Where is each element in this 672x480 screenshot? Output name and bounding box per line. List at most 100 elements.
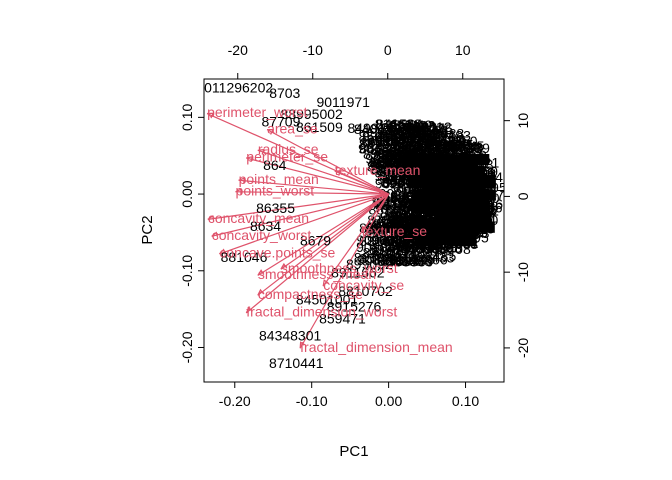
observation-cloud-mark: 896001	[370, 161, 417, 177]
observation-cloud-mark: 912401	[393, 130, 440, 146]
observation-cloud-mark: 901443	[367, 132, 414, 148]
loading-label: smoothness_worst	[281, 260, 398, 276]
observation-cloud-mark: 900198	[369, 233, 416, 249]
observation-cloud-mark: 900271	[427, 138, 474, 154]
loading-arrowhead	[257, 269, 265, 276]
observation-label: 8810702	[338, 283, 393, 299]
observation-cloud-mark: 862464	[373, 212, 420, 228]
right-y-tick-label: -20	[515, 338, 531, 358]
observation-cloud-mark: 835385	[406, 121, 453, 137]
loading-arrowhead	[211, 231, 219, 238]
loading-arrowhead	[361, 225, 368, 233]
loading-arrowhead	[299, 341, 306, 349]
observation-cloud: 8745088860429010998745628753179028428412…	[347, 116, 504, 270]
observation-cloud-mark	[407, 158, 438, 170]
observation-label: 893722	[404, 235, 451, 251]
observation-cloud-mark: 885888	[417, 126, 464, 142]
observation-cloud-mark: 880029	[401, 124, 448, 140]
observation-cloud-mark: 845214	[381, 235, 428, 251]
observation-cloud-mark: 861129	[372, 155, 418, 171]
observation-cloud-mark: 916772	[371, 243, 418, 259]
observation-cloud-mark: 903310	[357, 252, 404, 268]
observation-cloud-mark: 871627	[363, 244, 410, 260]
axes: -0.20 -0.10 0.00 0.10 -0.20 -0.10 0.00 0.10 -20 -…	[179, 42, 531, 409]
observation-cloud-mark: 910794	[431, 138, 478, 154]
loading-arrow	[235, 191, 389, 195]
observation-cloud-mark	[422, 191, 448, 203]
observation-cloud-mark: 862617	[362, 132, 409, 148]
observation-cloud-mark: 892313	[404, 140, 451, 156]
loading-label: fractal_dimension_mean	[300, 339, 453, 355]
y-tick-label: -0.20	[179, 331, 195, 363]
loading-label: points_worst	[236, 182, 315, 198]
observation-cloud-mark: 913524	[382, 136, 429, 152]
observation-cloud-mark: 840410	[417, 131, 464, 147]
loading-arrowhead	[280, 262, 288, 270]
loading-label: radius_se	[258, 141, 319, 157]
loading-label: concave.points_se	[219, 245, 335, 261]
right-y-tick-label: 10	[515, 113, 531, 129]
observation-label: 9011296202	[196, 80, 273, 96]
observation-cloud-mark: 898485	[410, 248, 457, 264]
observation-cloud-mark: 881653	[359, 233, 406, 249]
observation-label: 864	[263, 157, 287, 173]
observation-cloud-mark: 887113	[437, 141, 483, 157]
loading-arrow	[299, 193, 390, 349]
observation-label: 8915276	[327, 298, 382, 314]
observation-cloud-mark: 895052	[375, 132, 422, 148]
observation-label: 87709	[261, 113, 300, 129]
observation-cloud-mark: 899929	[364, 224, 411, 240]
loading-label: smoothness_mean	[258, 266, 376, 282]
loading-label: concavity_mean	[208, 210, 309, 226]
observation-cloud-mark: 896821	[371, 218, 418, 234]
loading-arrowhead	[238, 177, 245, 184]
observation-label: 84348301	[259, 327, 322, 343]
observation-cloud-mark: 889875	[385, 253, 432, 269]
observation-cloud-mark: 852827	[407, 130, 454, 146]
loading-label: perimeter_worst	[207, 104, 307, 120]
loading-arrow	[257, 149, 389, 195]
observation-cloud-mark: 900435	[369, 155, 416, 171]
observation-label: 8911662	[331, 265, 385, 281]
observation-cloud-mark: 857215	[359, 250, 406, 266]
observation-cloud-mark: 901099	[395, 129, 442, 145]
observation-cloud-mark	[427, 205, 460, 216]
observation-cloud-mark	[432, 160, 463, 172]
observation-cloud-mark	[458, 219, 492, 230]
loading-arrow	[334, 170, 389, 195]
loading-arrowhead	[334, 170, 342, 176]
loading-label: concavity_worst	[212, 227, 312, 243]
observation-cloud-mark: 900866	[437, 140, 484, 156]
loading-arrowhead	[245, 306, 253, 314]
observation-cloud-mark: 903240	[365, 151, 412, 167]
observation-cloud-mark: 886304	[381, 215, 428, 231]
observation-cloud-mark: 881955	[359, 136, 406, 152]
observation-cloud-mark: 896048	[354, 250, 401, 266]
observation-cloud-mark	[450, 208, 489, 220]
loading-arrowhead	[267, 129, 275, 135]
loading-arrow	[246, 157, 389, 195]
y-axis-label: PC2	[139, 215, 156, 244]
loading-arrow	[266, 129, 389, 195]
observation-cloud-mark: 858814	[368, 157, 415, 173]
observation-cloud-mark: 892367	[360, 135, 407, 151]
observation-cloud-mark: 883637	[362, 124, 409, 140]
observation-cloud-mark: 900891	[371, 232, 418, 248]
loading-arrow	[322, 193, 390, 287]
loading-arrow	[280, 193, 389, 270]
observation-cloud-mark: 899678	[373, 243, 420, 259]
observation-cloud-mark	[442, 174, 478, 186]
observation-cloud-mark	[430, 219, 470, 231]
loading-arrowhead	[235, 188, 242, 195]
observation-cloud-mark: 914877	[398, 120, 445, 136]
observation-cloud-mark: 890284	[390, 131, 437, 147]
observation-cloud-mark: 814693	[391, 212, 438, 228]
observation-cloud-mark: 881945	[377, 253, 424, 269]
observation-label: 8634	[250, 218, 281, 234]
observation-cloud-mark: 884108	[386, 214, 433, 230]
observation-cloud-mark: 857693	[377, 137, 424, 153]
observation-cloud-mark: 880616	[427, 141, 474, 157]
observation-cloud-mark: 816622	[375, 116, 422, 132]
